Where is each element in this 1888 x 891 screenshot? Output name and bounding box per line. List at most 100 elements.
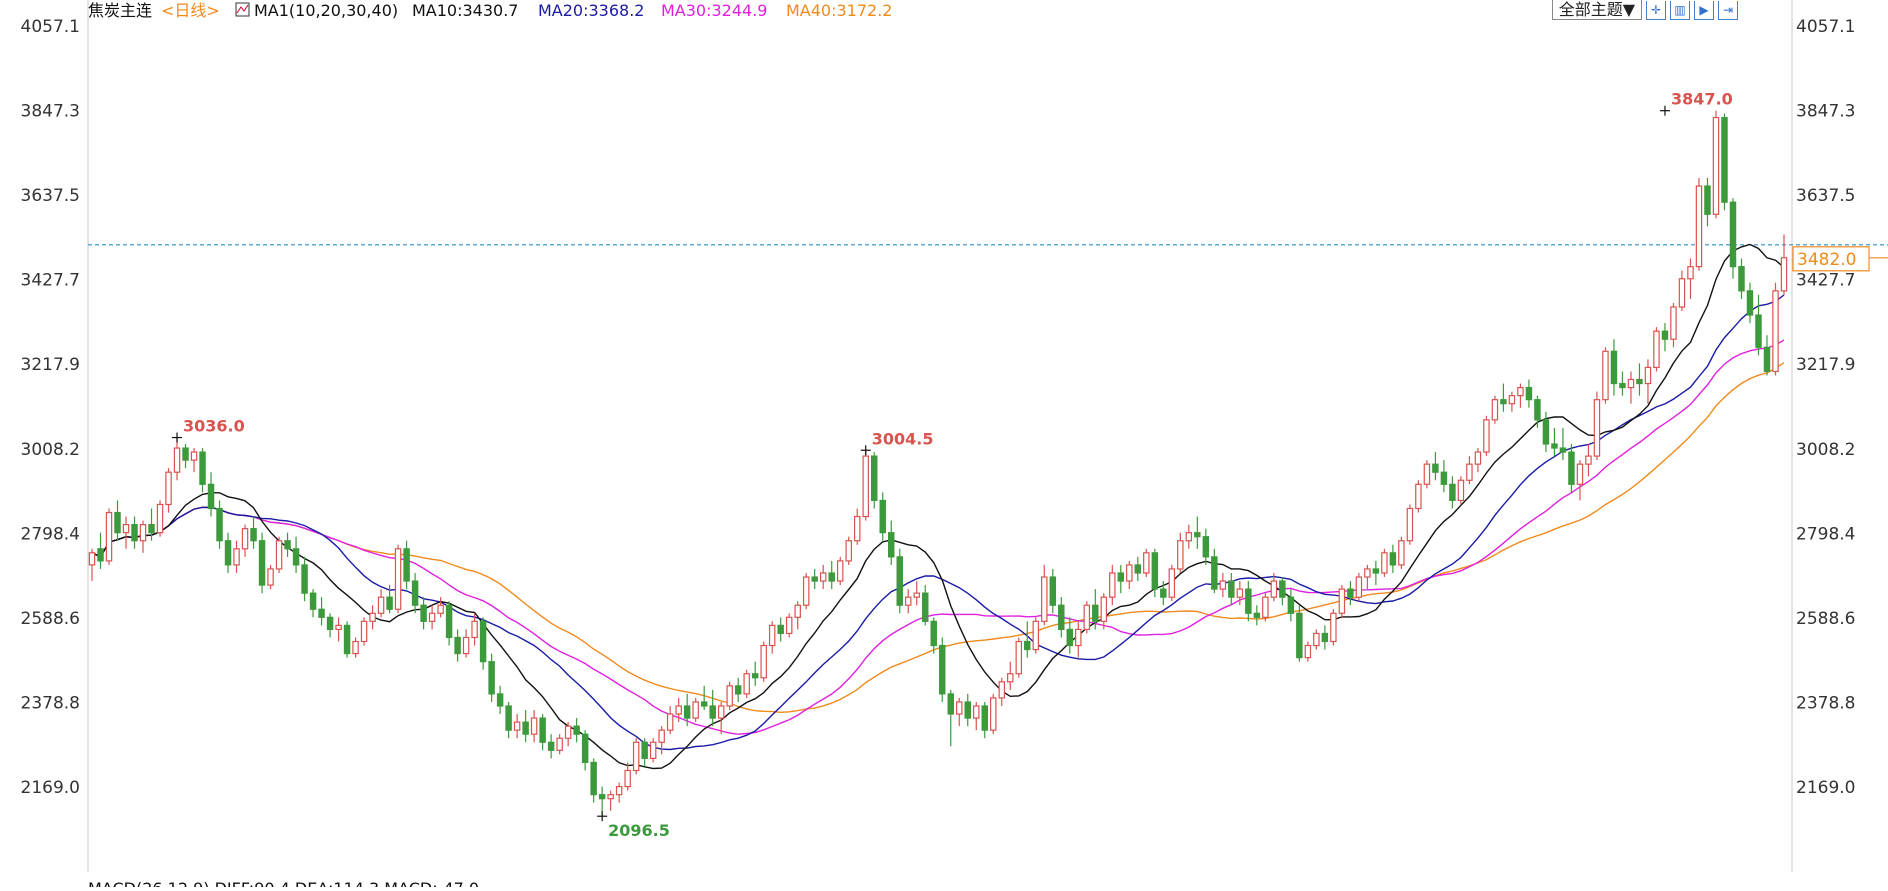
candle-body (913, 592, 920, 598)
candle (1440, 460, 1448, 493)
ma30-value: MA30:3244.9 (661, 1, 767, 20)
candle-body (131, 524, 138, 542)
candle (352, 637, 359, 658)
candle-body (1313, 632, 1320, 647)
candle (1415, 480, 1422, 513)
candle-body (1185, 532, 1193, 542)
extreme-label: 3847.0 (1671, 90, 1733, 109)
candle-body (224, 540, 232, 566)
candle (998, 677, 1006, 706)
ma-indicator-icon[interactable] (235, 2, 250, 17)
bar-chart-icon[interactable]: ▥ (1670, 0, 1690, 20)
candle (394, 544, 402, 614)
candle (1780, 234, 1788, 295)
candle (964, 693, 971, 727)
candle-body (1347, 588, 1354, 598)
candle-body (1746, 290, 1754, 316)
candle (207, 472, 215, 517)
candle-body (114, 511, 121, 534)
candle (1542, 411, 1550, 453)
candle (539, 714, 546, 751)
candle-body (726, 685, 733, 707)
candle-body (1763, 346, 1771, 373)
candle-body (1041, 576, 1048, 622)
candle-body (1100, 596, 1108, 622)
candle-body (581, 733, 589, 764)
candle (343, 621, 351, 658)
candle (1347, 581, 1354, 606)
candle (513, 714, 521, 739)
candle-body (1534, 399, 1541, 421)
candle (301, 556, 308, 602)
candle-body (1738, 266, 1745, 292)
candle-body (190, 451, 198, 461)
candle-body (394, 548, 402, 610)
candle-body (1712, 116, 1720, 215)
candle-body (1542, 419, 1550, 445)
candle (1653, 327, 1660, 372)
candle (615, 782, 623, 803)
candle (360, 617, 368, 646)
candle-body (1466, 463, 1473, 481)
candle (1508, 391, 1516, 412)
candle (369, 605, 376, 630)
candle-body (692, 701, 699, 719)
ma40-line (91, 362, 1785, 714)
candle-body (947, 693, 954, 715)
candle (437, 597, 444, 618)
candle-body (828, 572, 835, 582)
candle-body (326, 616, 334, 631)
candle (666, 705, 674, 735)
candle (1228, 572, 1235, 606)
candle (233, 540, 240, 573)
y-tick-label-left: 3637.5 (21, 186, 80, 206)
candle (1083, 601, 1091, 634)
candle-body (990, 697, 997, 731)
period-label[interactable]: <日线> (161, 1, 220, 20)
candle-body (522, 721, 529, 735)
candle (1236, 581, 1244, 606)
y-tick-label-left: 2798.4 (21, 524, 80, 544)
chart-toolbar: 全部主题▼ ✛ ▥ ▶ ⇥ (1551, 0, 1738, 20)
candle-body (802, 576, 810, 606)
candle (845, 536, 852, 565)
crosshair-icon[interactable]: ✛ (1646, 0, 1666, 20)
candle (811, 568, 818, 590)
candle-body (207, 483, 215, 510)
candle (709, 689, 716, 727)
candle (420, 597, 427, 630)
candle (1075, 621, 1082, 658)
candle (1355, 572, 1363, 602)
candle (1041, 564, 1048, 626)
zoom-in-icon[interactable]: ▶ (1694, 0, 1714, 20)
candle (939, 637, 946, 702)
candle (1066, 617, 1074, 654)
candle (751, 661, 759, 686)
candle-body (1576, 463, 1584, 485)
candle (1194, 516, 1201, 549)
candle-body (1687, 266, 1694, 280)
candle-body (1083, 604, 1091, 631)
candle (1406, 504, 1414, 545)
candle-body (539, 717, 546, 743)
candle-body (1415, 483, 1422, 510)
candle (1474, 448, 1482, 473)
candle (1585, 444, 1592, 477)
theme-dropdown-button[interactable]: 全部主题▼ (1551, 0, 1642, 20)
candle-body (1304, 644, 1312, 659)
candle (590, 758, 597, 803)
candle (547, 734, 555, 759)
candle-body (1525, 386, 1533, 401)
candle-body (318, 608, 325, 618)
candle (1568, 444, 1575, 493)
y-tick-label-left: 4057.1 (21, 17, 80, 37)
candle (1644, 359, 1652, 404)
candle-body (717, 705, 725, 719)
candle-body (1287, 596, 1295, 614)
next-icon[interactable]: ⇥ (1718, 0, 1738, 20)
candle-body (836, 560, 844, 582)
candle-body (309, 592, 317, 610)
candle-body (1075, 628, 1082, 647)
